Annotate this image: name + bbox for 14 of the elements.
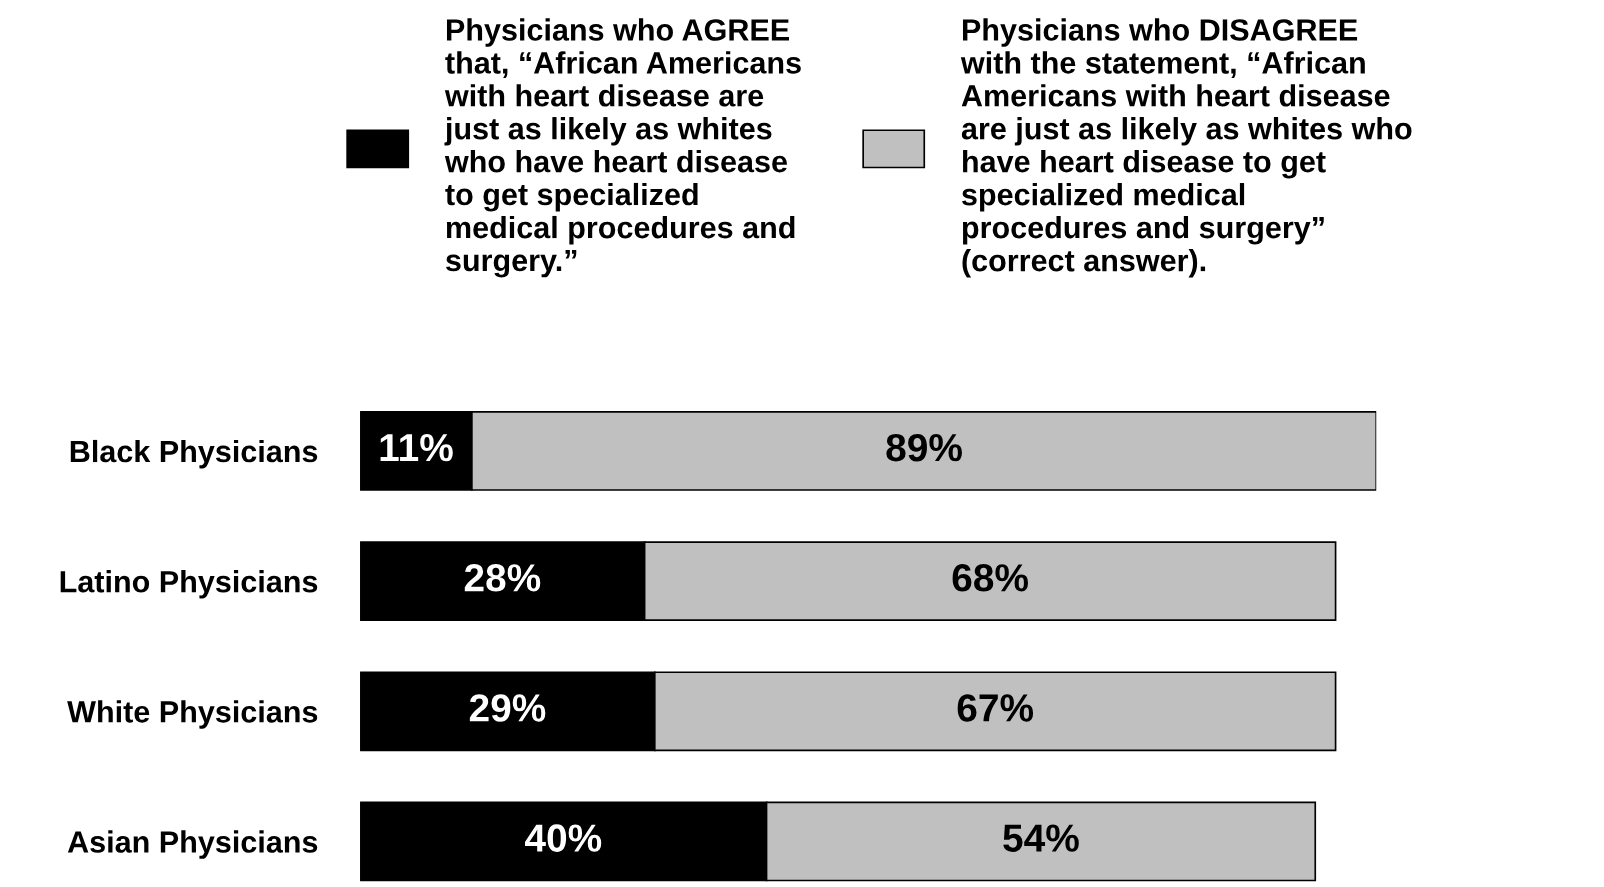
data-label: 67% [957, 694, 1034, 722]
data-label: 68% [952, 564, 1028, 592]
legend-label: Physicians who DISAGREE with the statement, “African Americans with heart disease are just as likely as whites who have heart disease to get specialized medical procedures and surgery” (correct answer). [960, 18, 1412, 278]
y-tick-label: Asian Physicians [67, 830, 318, 859]
data-label: 89% [886, 433, 962, 462]
data-label: 28% [464, 564, 541, 592]
data-label: 11% [380, 433, 453, 462]
y-tick-label: White Physicians [67, 700, 318, 729]
legend-label: Physicians who AGREE that, “African Americans with heart disease are just as likely as whites who have heart disease to get specialized medical procedures and surgery.” [444, 18, 801, 278]
data-label: 54% [1003, 824, 1079, 852]
data-label: 40% [525, 824, 602, 852]
y-tick-label: Black Physicians [70, 439, 318, 469]
y-tick-label: Latino Physicians [60, 570, 318, 599]
data-label: 29% [469, 694, 546, 722]
